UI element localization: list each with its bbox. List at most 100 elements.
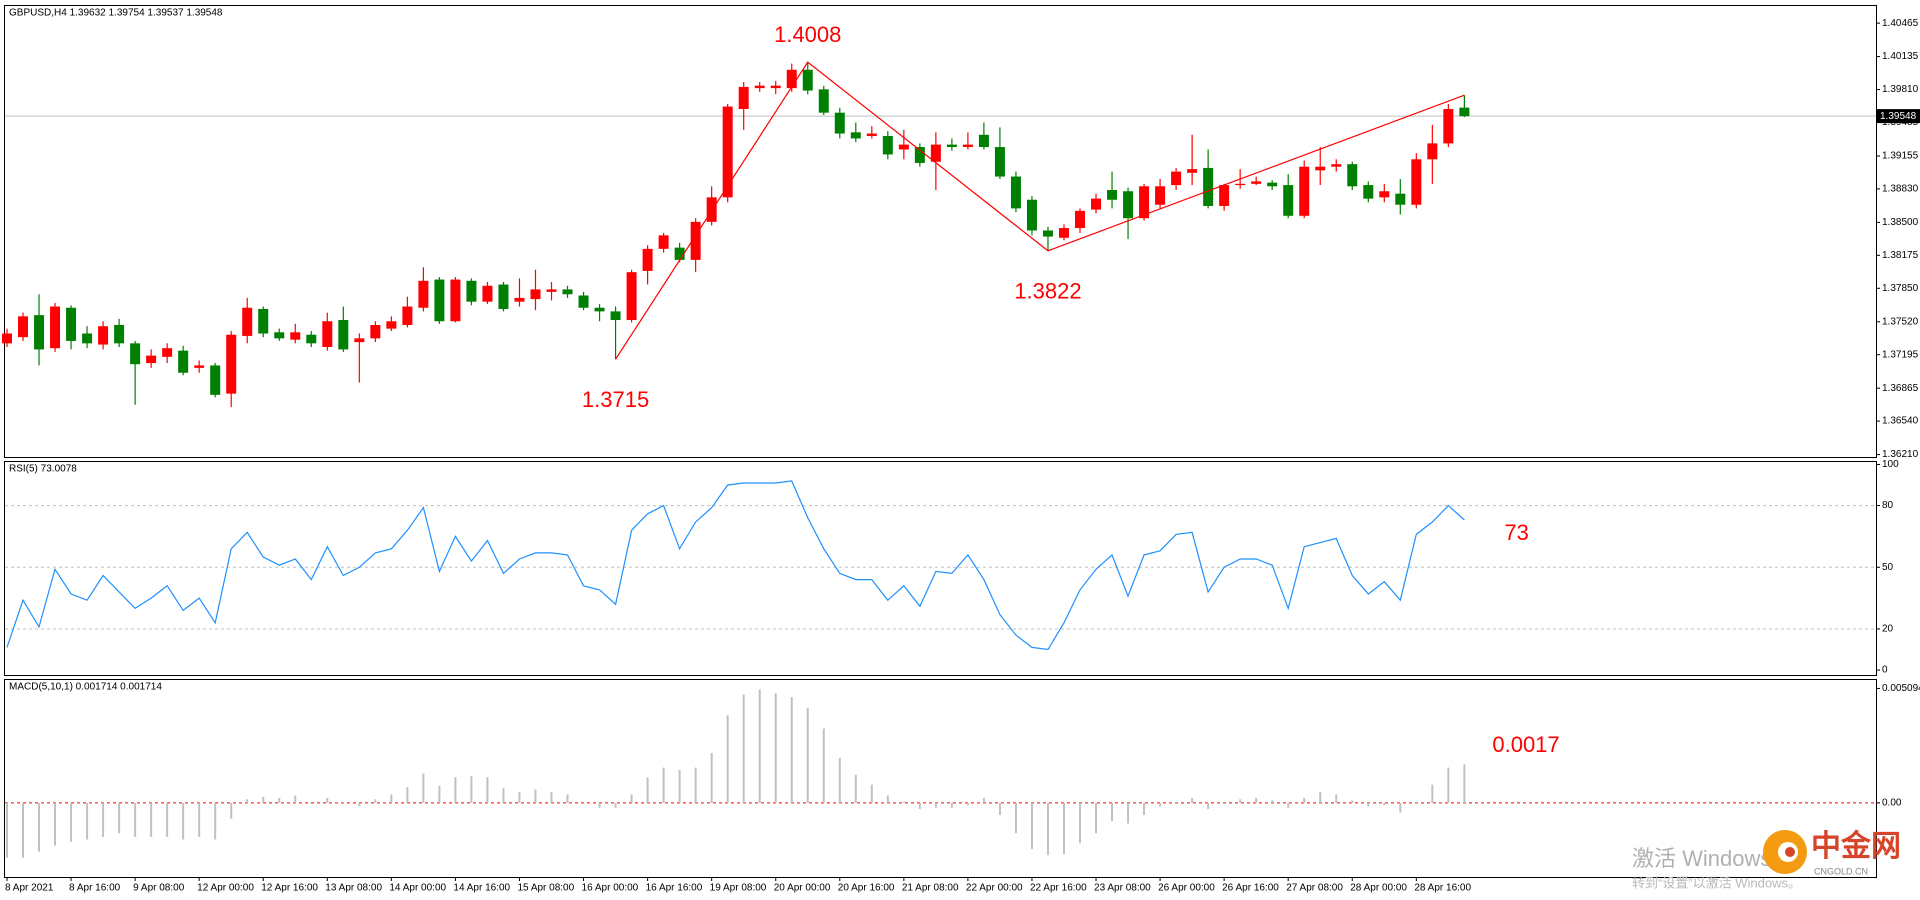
y-tick-label: 50 xyxy=(1882,562,1894,573)
candle-body xyxy=(946,144,957,148)
y-tick-label: 1.36210 xyxy=(1882,449,1919,460)
y-tick-label: 1.38175 xyxy=(1882,250,1919,261)
x-tick-label: 22 Apr 16:00 xyxy=(1030,883,1087,894)
candle-body xyxy=(754,85,765,89)
candle-body xyxy=(66,307,77,341)
candle-body xyxy=(450,279,461,322)
candle-body xyxy=(1123,191,1134,219)
candle-body xyxy=(354,338,365,343)
candle-body xyxy=(146,355,157,364)
candle-body xyxy=(194,365,205,368)
x-tick-label: 26 Apr 16:00 xyxy=(1222,883,1279,894)
candle-body xyxy=(114,324,125,344)
x-tick-label: 8 Apr 16:00 xyxy=(69,883,121,894)
candle-body xyxy=(1411,159,1422,205)
candle-body xyxy=(802,69,813,91)
x-tick-label: 16 Apr 16:00 xyxy=(646,883,703,894)
candle-body xyxy=(914,147,925,163)
candle-body xyxy=(82,333,93,344)
candle-body xyxy=(162,348,173,357)
price-panel-frame xyxy=(4,5,1877,458)
y-tick-label: 0 xyxy=(1882,665,1888,676)
candle-body xyxy=(386,321,397,329)
candle-body xyxy=(338,320,349,350)
candle-body xyxy=(594,307,605,312)
x-tick-label: 14 Apr 00:00 xyxy=(389,883,446,894)
candle-body xyxy=(1427,143,1438,160)
y-tick-label: 1.36540 xyxy=(1882,416,1919,427)
rsi-line xyxy=(6,480,1465,651)
candle-body xyxy=(2,333,12,344)
candle-body xyxy=(610,311,621,321)
macd-panel-frame xyxy=(4,679,1877,878)
candle-body xyxy=(1299,166,1310,216)
candle-body xyxy=(642,248,653,271)
watermark-text: 激活 Windows xyxy=(1632,846,1771,871)
candle-body xyxy=(98,326,109,345)
candle-body xyxy=(1459,107,1470,117)
annotation: 0.0017 xyxy=(1492,732,1559,757)
candle-body xyxy=(674,247,685,260)
y-tick-label: 1.38830 xyxy=(1882,184,1919,195)
candle-body xyxy=(402,306,413,325)
x-tick-label: 28 Apr 16:00 xyxy=(1414,883,1471,894)
candle-body xyxy=(1155,186,1166,205)
y-tick-label: 1.37850 xyxy=(1882,283,1919,294)
candle-body xyxy=(834,112,845,134)
candle-body xyxy=(322,321,333,347)
annotation: 73 xyxy=(1504,520,1528,545)
candle-body xyxy=(1203,167,1214,206)
candle-body xyxy=(898,144,909,150)
candle-body xyxy=(1443,109,1454,144)
y-tick-label: 0.005094 xyxy=(1882,683,1920,694)
candle-body xyxy=(978,134,989,148)
candle-body xyxy=(130,343,141,365)
watermark-text: 转到“设置”以激活 Windows。 xyxy=(1632,875,1801,890)
candle-body xyxy=(1107,190,1118,200)
x-tick-label: 13 Apr 08:00 xyxy=(325,883,382,894)
logo-icon xyxy=(1785,847,1795,857)
x-tick-label: 20 Apr 16:00 xyxy=(838,883,895,894)
candle-body xyxy=(1219,185,1230,206)
candle-body xyxy=(962,144,973,148)
x-tick-label: 15 Apr 08:00 xyxy=(517,883,574,894)
panel-title: MACD(5,10,1) 0.001714 0.001714 xyxy=(9,682,162,693)
candle-body xyxy=(626,272,637,321)
candle-body xyxy=(1251,181,1262,184)
x-tick-label: 12 Apr 16:00 xyxy=(261,883,318,894)
y-tick-label: 1.37195 xyxy=(1882,349,1919,360)
x-tick-label: 27 Apr 08:00 xyxy=(1286,883,1343,894)
y-tick-label: 1.38500 xyxy=(1882,217,1919,228)
candle-body xyxy=(706,197,717,222)
candle-body xyxy=(258,308,269,334)
y-tick-label: 80 xyxy=(1882,500,1894,511)
candle-body xyxy=(242,307,253,336)
x-tick-label: 9 Apr 08:00 xyxy=(133,883,185,894)
logo-subtext: CNGOLD.CN xyxy=(1814,866,1868,876)
x-tick-label: 23 Apr 08:00 xyxy=(1094,883,1151,894)
x-tick-label: 22 Apr 00:00 xyxy=(966,883,1023,894)
x-tick-label: 20 Apr 00:00 xyxy=(774,883,831,894)
candle-body xyxy=(930,144,941,162)
candle-body xyxy=(770,85,781,89)
candle-body xyxy=(1058,228,1069,238)
rsi-panel-frame xyxy=(4,461,1877,676)
candle-body xyxy=(418,280,429,308)
annotation: 1.4008 xyxy=(774,22,841,47)
candle-body xyxy=(274,332,285,339)
candle-body xyxy=(882,135,893,155)
x-tick-label: 21 Apr 08:00 xyxy=(902,883,959,894)
candle-body xyxy=(370,324,381,339)
y-tick-label: 1.36865 xyxy=(1882,383,1919,394)
candle-body xyxy=(994,147,1005,177)
annotation: 1.3715 xyxy=(582,387,649,412)
candle-body xyxy=(722,106,733,198)
y-tick-label: 100 xyxy=(1882,459,1899,470)
candle-body xyxy=(1042,230,1053,237)
candle-body xyxy=(1315,166,1326,171)
candle-body xyxy=(786,69,797,89)
candle-body xyxy=(466,280,477,302)
candle-body xyxy=(1283,185,1294,216)
